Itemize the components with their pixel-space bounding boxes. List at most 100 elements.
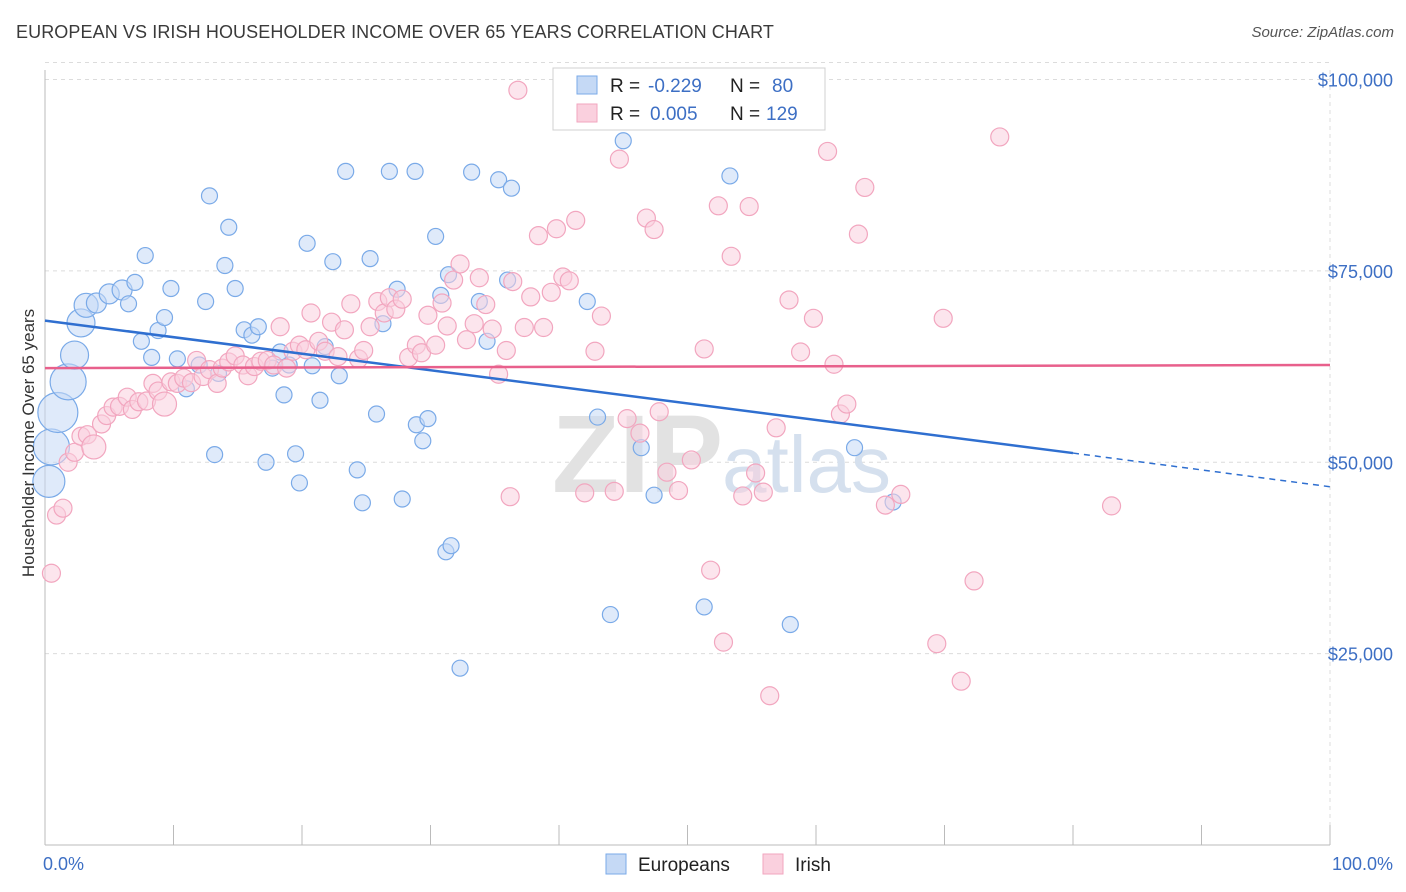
y-tick-label-0: $25,000 [1328, 645, 1393, 665]
irish-point-74 [514, 317, 534, 338]
europeans-point-76 [721, 167, 739, 185]
y-tick-labels: $25,000 $50,000 $75,000 $100,000 [1318, 71, 1393, 665]
bottom-legend-europeans: Europeans [638, 855, 730, 876]
europeans-point-43 [330, 367, 348, 385]
irish-point-49 [354, 340, 374, 361]
legend-box: R = -0.229 N = 80 R = 0.005 N = 129 [552, 67, 826, 131]
irish-point-41 [301, 303, 321, 323]
irish-point-83 [575, 483, 595, 503]
irish-point-65 [456, 330, 477, 350]
legend-r-value-2: 0.005 [650, 104, 698, 125]
irish-point-64 [450, 254, 470, 274]
irish-point-106 [766, 418, 786, 438]
irish-point-100 [721, 246, 741, 266]
europeans-point-17 [162, 279, 180, 298]
europeans-point-45 [348, 461, 366, 479]
irish-point-50 [360, 317, 380, 337]
irish-point-86 [604, 481, 624, 501]
europeans-point-22 [200, 187, 219, 205]
irish-point-0 [41, 563, 62, 583]
irish-point-77 [533, 317, 554, 338]
legend-n-label-1: N = [730, 76, 760, 97]
chart-title: EUROPEAN VS IRISH HOUSEHOLDER INCOME OVE… [16, 22, 774, 42]
europeans-point-78 [845, 439, 864, 457]
irish-point-99 [713, 632, 734, 652]
europeans-point-44 [337, 162, 355, 180]
europeans-point-39 [303, 357, 321, 375]
legend-r-value-1: -0.229 [648, 76, 702, 97]
europeans-point-42 [324, 253, 342, 271]
europeans-point-16 [155, 308, 174, 327]
irish-point-78 [541, 282, 561, 302]
irish-point-109 [803, 308, 824, 328]
irish-point-87 [609, 149, 629, 169]
europeans-point-70 [588, 408, 607, 426]
europeans-point-66 [490, 171, 508, 189]
irish-point-89 [630, 423, 650, 443]
irish-point-104 [753, 482, 773, 502]
y-tick-label-3: $100,000 [1318, 71, 1393, 91]
irish-point-61 [432, 293, 452, 313]
x-tick-label-min: 0.0% [43, 854, 84, 874]
europeans-point-26 [220, 218, 238, 236]
bottom-legend-irish: Irish [795, 855, 831, 876]
irish-point-82 [566, 210, 586, 230]
legend-swatch-irish [576, 103, 598, 123]
irish-point-69 [482, 319, 502, 339]
europeans-trend-extension [1072, 452, 1331, 488]
irish-point-103 [746, 463, 766, 483]
irish-point-102 [739, 196, 759, 217]
irish-point-47 [341, 294, 361, 314]
irish-point-115 [855, 177, 875, 198]
europeans-point-31 [257, 453, 275, 471]
irish-point-92 [649, 402, 669, 422]
irish-point-2 [53, 498, 73, 518]
europeans-point-10 [119, 295, 138, 313]
irish-point-98 [708, 196, 728, 216]
legend-n-value-2: 129 [766, 104, 798, 125]
legend-r-label-2: R = [610, 104, 640, 125]
europeans-point-62 [451, 659, 469, 677]
europeans-point-30 [249, 318, 267, 336]
europeans-point-68 [502, 179, 521, 197]
irish-point-114 [848, 224, 869, 244]
irish-point-123 [1101, 496, 1122, 516]
source-label: Source: ZipAtlas.com [1251, 24, 1394, 41]
irish-point-121 [964, 571, 984, 591]
irish-points [41, 80, 1122, 706]
irish-point-71 [496, 340, 516, 361]
europeans-point-23 [206, 445, 224, 464]
irish-point-81 [559, 271, 579, 291]
irish-point-85 [591, 306, 612, 326]
europeans-point-74 [645, 486, 663, 504]
europeans-point-11 [126, 273, 144, 291]
irish-point-72 [503, 271, 523, 292]
y-tick-label-2: $75,000 [1328, 262, 1393, 282]
irish-point-4 [64, 442, 85, 462]
irish-point-93 [657, 462, 677, 482]
irish-point-116 [875, 495, 895, 515]
europeans-point-38 [298, 234, 316, 252]
irish-point-55 [392, 289, 412, 309]
europeans-point-47 [361, 250, 379, 268]
y-tick-label-1: $50,000 [1328, 453, 1393, 473]
europeans-point-53 [406, 162, 424, 180]
europeans-point-25 [216, 256, 234, 275]
europeans-point-34 [275, 386, 293, 404]
europeans-point-27 [226, 279, 244, 298]
europeans-point-75 [695, 598, 713, 616]
trend-lines [44, 319, 1331, 488]
irish-point-62 [437, 316, 457, 336]
europeans-point-57 [427, 227, 445, 246]
europeans-point-52 [393, 490, 411, 508]
europeans-point-69 [578, 292, 596, 311]
irish-point-91 [644, 219, 664, 240]
irish-point-84 [585, 341, 605, 361]
europeans-point-0 [32, 464, 66, 498]
europeans-point-63 [463, 163, 481, 181]
irish-point-66 [464, 314, 484, 334]
irish-point-63 [444, 270, 464, 290]
europeans-point-4 [59, 340, 90, 370]
irish-point-111 [824, 354, 844, 374]
